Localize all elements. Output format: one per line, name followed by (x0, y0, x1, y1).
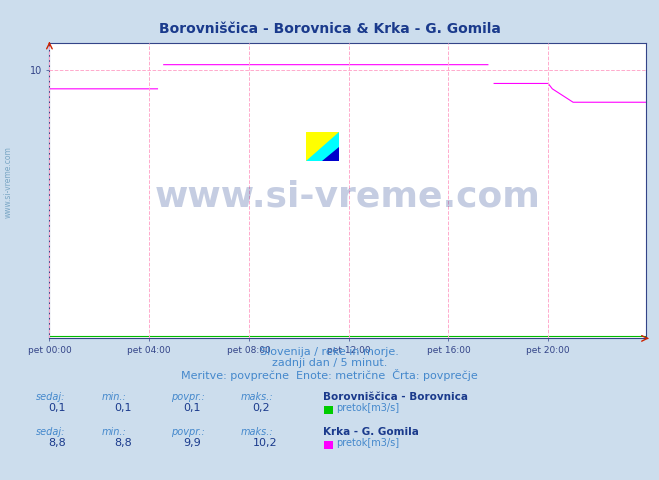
Text: maks.:: maks.: (241, 392, 273, 402)
Text: pretok[m3/s]: pretok[m3/s] (336, 403, 399, 413)
Text: 9,9: 9,9 (183, 438, 201, 448)
Text: Borovniščica - Borovnica & Krka - G. Gomila: Borovniščica - Borovnica & Krka - G. Gom… (159, 22, 500, 36)
Text: sedaj:: sedaj: (36, 392, 66, 402)
Text: www.si-vreme.com: www.si-vreme.com (3, 146, 13, 218)
Text: maks.:: maks.: (241, 427, 273, 437)
Text: min.:: min.: (102, 427, 127, 437)
Text: sedaj:: sedaj: (36, 427, 66, 437)
Text: min.:: min.: (102, 392, 127, 402)
Text: povpr.:: povpr.: (171, 427, 205, 437)
Text: www.si-vreme.com: www.si-vreme.com (155, 180, 540, 214)
Text: Krka - G. Gomila: Krka - G. Gomila (323, 427, 418, 437)
Text: 8,8: 8,8 (114, 438, 132, 448)
Text: Meritve: povprečne  Enote: metrične  Črta: povprečje: Meritve: povprečne Enote: metrične Črta:… (181, 369, 478, 381)
Text: 0,1: 0,1 (48, 403, 66, 413)
Text: pretok[m3/s]: pretok[m3/s] (336, 438, 399, 448)
Text: 8,8: 8,8 (48, 438, 66, 448)
Text: 10,2: 10,2 (252, 438, 277, 448)
Text: 0,2: 0,2 (252, 403, 270, 413)
Text: 0,1: 0,1 (114, 403, 132, 413)
Text: zadnji dan / 5 minut.: zadnji dan / 5 minut. (272, 358, 387, 368)
Text: Borovniščica - Borovnica: Borovniščica - Borovnica (323, 392, 468, 402)
Text: povpr.:: povpr.: (171, 392, 205, 402)
Text: 0,1: 0,1 (183, 403, 201, 413)
Text: Slovenija / reke in morje.: Slovenija / reke in morje. (260, 347, 399, 357)
